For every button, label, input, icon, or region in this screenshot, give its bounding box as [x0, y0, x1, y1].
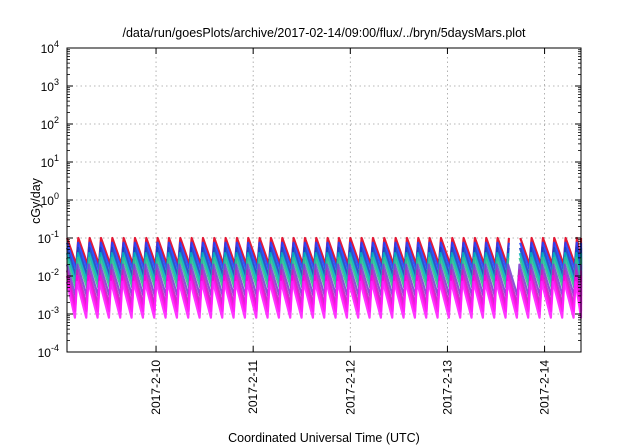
y-tick-label: 10-2: [38, 267, 59, 284]
x-tick-label: 2017-2-14: [538, 360, 552, 415]
y-tick-label-exponent: -3: [51, 305, 59, 315]
y-tick-label: 10-4: [38, 343, 59, 360]
y-tick-label-base: 10: [41, 118, 55, 132]
y-tick-label-base: 10: [41, 194, 55, 208]
x-tick-label: 2017-2-12: [343, 360, 357, 415]
data-series-group: [65, 236, 583, 319]
y-tick-label-exponent: 2: [54, 115, 59, 125]
x-tick-label: 2017-2-13: [440, 360, 454, 415]
chart-title: /data/run/goesPlots/archive/2017-02-14/0…: [122, 26, 526, 40]
y-tick-label-base: 10: [38, 308, 52, 322]
y-tick-label-base: 10: [41, 42, 55, 56]
y-tick-label-base: 10: [38, 346, 52, 360]
y-tick-label: 104: [41, 39, 59, 56]
y-tick-label: 100: [41, 191, 59, 208]
plot-frame: [66, 47, 582, 353]
y-tick-label-exponent: 3: [54, 77, 59, 87]
x-axis-label: Coordinated Universal Time (UTC): [228, 431, 420, 445]
y-tick-label-base: 10: [38, 270, 52, 284]
y-tick-label-exponent: -2: [51, 267, 59, 277]
y-tick-label-base: 10: [41, 80, 55, 94]
y-tick-label: 10-3: [38, 305, 59, 322]
y-axis-label: cGy/day: [29, 177, 43, 224]
y-tick-label: 102: [41, 115, 59, 132]
y-tick-label: 101: [41, 153, 59, 170]
series-line: [65, 280, 583, 319]
y-tick-label-exponent: 0: [54, 191, 59, 201]
y-tick-label: 103: [41, 77, 59, 94]
y-tick-label: 10-1: [38, 229, 59, 246]
y-tick-label-base: 10: [38, 232, 52, 246]
y-tick-label-base: 10: [41, 156, 55, 170]
y-tick-label-exponent: -4: [51, 343, 59, 353]
x-tick-label: 2017-2-10: [149, 360, 163, 415]
y-tick-label-exponent: 1: [54, 153, 59, 163]
y-tick-label-exponent: -1: [51, 229, 59, 239]
axes: 10-410-310-210-11001011021031042017-2-10…: [38, 39, 581, 415]
y-tick-label-exponent: 4: [54, 39, 59, 49]
x-tick-label: 2017-2-11: [246, 360, 260, 414]
